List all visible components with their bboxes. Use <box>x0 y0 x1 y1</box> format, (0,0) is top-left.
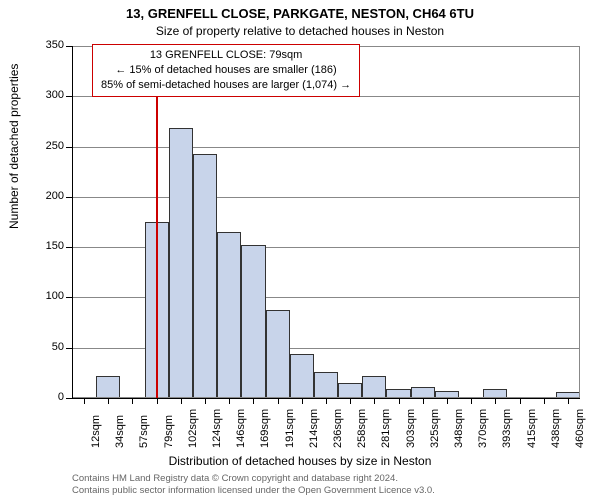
y-tick-label: 250 <box>34 140 64 152</box>
x-tick-label: 79sqm <box>163 408 175 448</box>
x-tick-label: 236sqm <box>332 408 344 448</box>
chart-container: 13, GRENFELL CLOSE, PARKGATE, NESTON, CH… <box>0 0 600 500</box>
y-tick-label: 300 <box>34 89 64 101</box>
histogram-bar <box>290 354 314 398</box>
histogram-bar <box>411 387 435 398</box>
x-tick-label: 34sqm <box>114 408 126 448</box>
y-grid-line <box>72 197 580 198</box>
y-axis-line <box>72 46 73 398</box>
histogram-bar <box>241 245 265 398</box>
histogram-bar <box>435 391 459 398</box>
histogram-bar <box>362 376 386 398</box>
copyright-line-1: Contains HM Land Registry data © Crown c… <box>72 473 435 484</box>
chart-title-sub: Size of property relative to detached ho… <box>0 24 600 38</box>
plot-area <box>72 46 580 398</box>
x-tick-label: 393sqm <box>501 408 513 448</box>
histogram-bar <box>193 154 217 398</box>
x-tick-label: 258sqm <box>356 408 368 448</box>
histogram-bar <box>96 376 120 398</box>
info-line-2: ← 15% of detached houses are smaller (18… <box>101 63 351 78</box>
info-box: 13 GRENFELL CLOSE: 79sqm ← 15% of detach… <box>92 44 360 97</box>
x-tick-label: 102sqm <box>187 408 199 448</box>
x-tick-label: 438sqm <box>550 408 562 448</box>
reference-line <box>156 46 158 398</box>
y-grid-line <box>72 147 580 148</box>
histogram-bar <box>266 310 290 399</box>
y-tick-label: 350 <box>34 39 64 51</box>
x-tick-label: 57sqm <box>138 408 150 448</box>
x-tick-label: 12sqm <box>90 408 102 448</box>
x-tick-label: 146sqm <box>235 408 247 448</box>
histogram-bar <box>483 389 507 398</box>
x-tick-label: 169sqm <box>259 408 271 448</box>
y-tick-label: 100 <box>34 290 64 302</box>
copyright-line-2: Contains public sector information licen… <box>72 485 435 496</box>
histogram-bar <box>386 389 410 398</box>
chart-title-main: 13, GRENFELL CLOSE, PARKGATE, NESTON, CH… <box>0 6 600 21</box>
x-tick-label: 460sqm <box>574 408 586 448</box>
x-axis-label: Distribution of detached houses by size … <box>0 454 600 468</box>
x-tick-label: 214sqm <box>308 408 320 448</box>
y-tick-label: 200 <box>34 190 64 202</box>
y-tick-label: 0 <box>34 391 64 403</box>
y-axis-label: Number of detached properties <box>7 213 21 229</box>
y-tick-label: 50 <box>34 341 64 353</box>
x-axis-line <box>72 398 580 399</box>
x-tick-label: 281sqm <box>380 408 392 448</box>
info-line-3: 85% of semi-detached houses are larger (… <box>101 78 351 93</box>
histogram-bar <box>169 128 193 398</box>
info-line-1: 13 GRENFELL CLOSE: 79sqm <box>101 48 351 63</box>
y-tick-label: 150 <box>34 240 64 252</box>
x-tick-label: 325sqm <box>429 408 441 448</box>
x-tick-label: 370sqm <box>477 408 489 448</box>
x-tick-label: 415sqm <box>526 408 538 448</box>
histogram-bar <box>314 372 338 398</box>
histogram-bar <box>338 383 362 398</box>
copyright-block: Contains HM Land Registry data © Crown c… <box>0 473 435 496</box>
x-tick-label: 303sqm <box>405 408 417 448</box>
x-tick-label: 348sqm <box>453 408 465 448</box>
x-tick-label: 191sqm <box>284 408 296 448</box>
x-tick-label: 124sqm <box>211 408 223 448</box>
histogram-bar <box>217 232 241 398</box>
